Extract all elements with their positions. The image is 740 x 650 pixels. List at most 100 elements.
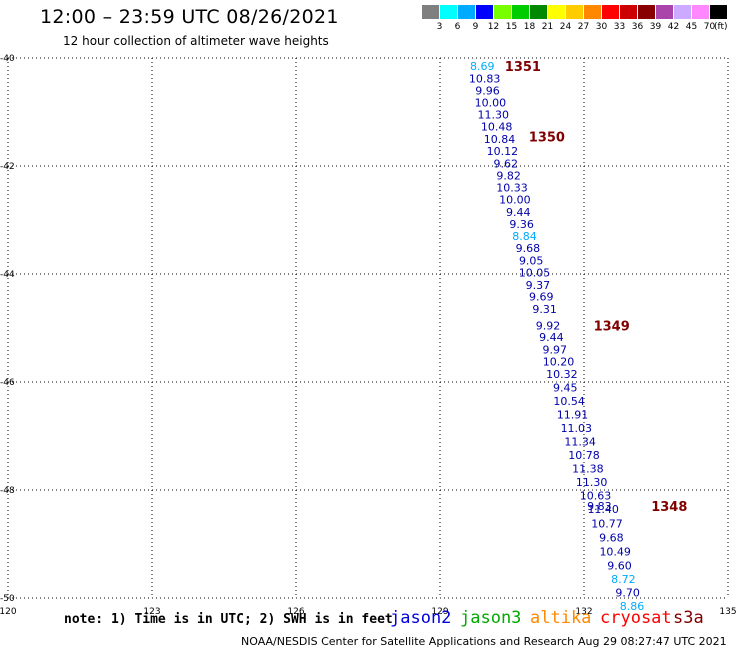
lat-tick-label: -42: [0, 162, 15, 172]
swh-observation: 10.12: [487, 145, 519, 158]
lon-tick-label: 132: [575, 607, 592, 617]
swh-observation: 10.83: [469, 73, 501, 86]
swh-observation: 9.44: [539, 331, 564, 344]
lon-tick-label: 126: [287, 607, 304, 617]
legend-swatch: [566, 5, 583, 19]
legend-label: 24: [559, 22, 572, 32]
legend-swatch: [548, 5, 565, 19]
legend-swatch: [602, 5, 619, 19]
lon-tick-label: 120: [0, 607, 17, 617]
legend-label: 70: [703, 22, 716, 32]
satellite-jason2: jason2: [390, 608, 452, 628]
generated-timestamp: Aug 29 08:27:47 UTC 2021: [578, 635, 727, 648]
swh-observation: 9.70: [615, 587, 640, 600]
swh-observation: 11.34: [564, 435, 596, 448]
legend-swatch: [530, 5, 547, 19]
legend-swatch: [656, 5, 673, 19]
credit-text: NOAA/NESDIS Center for Satellite Applica…: [241, 635, 575, 648]
legend-swatch: [674, 5, 691, 19]
legend-unit: (ft): [714, 22, 728, 32]
legend-label: 12: [487, 22, 500, 32]
swh-observation: 9.31: [532, 303, 557, 316]
satellite-altika: altika: [530, 608, 592, 628]
swh-observation: 9.92: [536, 319, 561, 332]
swh-observation: 10.78: [568, 449, 600, 462]
color-legend: 3 6 9 12 15 18 21 24 27 30 33 36 39 42 45 70 (ft): [422, 5, 728, 35]
swh-observation: 11.40: [587, 503, 619, 516]
legend-swatch: [440, 5, 457, 19]
pass-time-label: 1348: [651, 500, 687, 515]
legend-swatch: [476, 5, 493, 19]
page-subtitle: 12 hour collection of altimeter wave hei…: [63, 34, 329, 48]
swh-observation: 11.03: [561, 422, 593, 435]
lat-tick-label: -48: [0, 486, 15, 496]
legend-swatch: [494, 5, 511, 19]
legend-label: 27: [577, 22, 590, 32]
legend-label: 30: [595, 22, 608, 32]
swh-observation: 10.49: [599, 546, 631, 559]
swh-observation: 9.62: [494, 157, 519, 170]
legend-label: 6: [454, 22, 461, 32]
swh-observation: 10.00: [499, 193, 531, 206]
swh-observation: 11.38: [572, 462, 604, 475]
swh-observation: 10.20: [543, 355, 575, 368]
legend-swatch: [458, 5, 475, 19]
lat-tick-label: -40: [0, 54, 15, 64]
swh-observation: 10.54: [553, 395, 585, 408]
swh-observation: 9.83: [587, 500, 612, 513]
pass-time-label: 1349: [594, 319, 630, 334]
swh-observation: 9.82: [496, 170, 521, 183]
satellite-jason3: jason3: [460, 608, 522, 628]
legend-label: 15: [505, 22, 518, 32]
legend-swatch: [620, 5, 637, 19]
legend-label: 39: [649, 22, 662, 32]
legend-swatch: [638, 5, 655, 19]
swh-observation: 10.00: [475, 96, 507, 109]
legend-label: 18: [523, 22, 536, 32]
legend-swatch: [710, 5, 727, 19]
swh-observation: 10.48: [481, 121, 513, 134]
swh-observation: 9.68: [599, 532, 624, 545]
legend-swatch: [422, 5, 439, 19]
lon-tick-label: 135: [719, 607, 736, 617]
swh-observation: 9.05: [519, 255, 544, 268]
legend-swatch: [584, 5, 601, 19]
swh-observation: 8.86: [620, 600, 645, 613]
legend-label: 21: [541, 22, 554, 32]
swh-observation: 11.30: [576, 476, 608, 489]
pass-time-label: 1350: [529, 130, 565, 145]
swh-observation: 10.33: [496, 182, 528, 195]
lat-tick-label: -50: [0, 594, 15, 604]
footer-note: note: 1) Time is in UTC; 2) SWH is in fe…: [64, 612, 393, 627]
legend-swatch: [512, 5, 529, 19]
swh-observation: 10.63: [580, 489, 612, 502]
swh-observation: 8.84: [512, 230, 537, 243]
swh-observation: 10.84: [484, 133, 516, 146]
swh-observation: 9.68: [516, 242, 541, 255]
lat-tick-label: -44: [0, 270, 15, 280]
swh-observation: 9.36: [509, 218, 534, 231]
swh-observation: 10.05: [519, 266, 551, 279]
legend-label: 42: [667, 22, 680, 32]
swh-observation: 9.44: [506, 206, 531, 219]
swh-observation: 10.77: [591, 517, 623, 530]
legend-label: 9: [472, 22, 479, 32]
swh-observation: 8.72: [611, 573, 636, 586]
swh-observation: 10.32: [546, 368, 578, 381]
swh-observation: 9.69: [529, 291, 554, 304]
lat-tick-label: -46: [0, 378, 15, 388]
lon-tick-label: 129: [431, 607, 448, 617]
satellite-cryosat: cryosat: [600, 608, 672, 628]
legend-label: 33: [613, 22, 626, 32]
swh-observation: 9.97: [542, 344, 567, 357]
legend-swatch: [692, 5, 709, 19]
swh-observation: 11.91: [557, 408, 589, 421]
legend-label: 45: [685, 22, 698, 32]
legend-label: 3: [436, 22, 443, 32]
pass-time-label: 1351: [505, 60, 541, 75]
swh-observation: 9.37: [526, 279, 551, 292]
page-title: 12:00 – 23:59 UTC 08/26/2021: [40, 6, 339, 28]
legend-label: 36: [631, 22, 644, 32]
swh-observation: 8.69: [470, 60, 495, 73]
